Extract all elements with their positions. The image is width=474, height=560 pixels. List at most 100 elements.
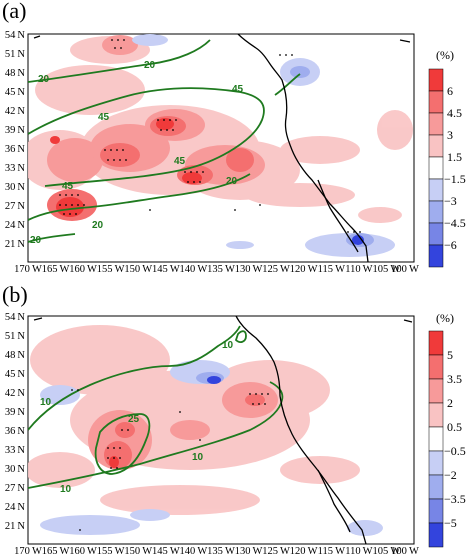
colorbar-b-unit: (%) <box>436 311 454 325</box>
contour-lines-b <box>28 325 284 489</box>
contour-labels-b: 10 10 25 10 10 <box>40 340 234 495</box>
lat-label: 24 N <box>4 502 25 513</box>
lon-label: 150 W <box>124 264 153 275</box>
lon-label: 145 W <box>152 264 180 275</box>
lon-label: 115 W <box>317 264 345 275</box>
baja-coast-b <box>317 469 351 533</box>
significance-dots-a <box>59 39 361 233</box>
colorbar-a-unit: (%) <box>436 48 454 62</box>
lat-label: 30 N <box>4 182 25 193</box>
colorbar-a-tick: 3 <box>447 128 453 142</box>
colorbar-a-tick: −6 <box>444 238 457 252</box>
lon-label: 100 W <box>391 546 419 557</box>
contour-label: 10 <box>60 484 72 495</box>
colorbar-b-tick: −0.5 <box>444 444 466 458</box>
lat-label: 51 N <box>4 49 25 60</box>
colorbar-a <box>428 68 444 268</box>
lon-label: 145 W <box>152 546 180 557</box>
lon-label: 110 W <box>345 264 373 275</box>
lat-label: 33 N <box>4 163 25 174</box>
lat-label: 39 N <box>4 125 25 136</box>
lat-label: 54 N <box>4 30 25 41</box>
coastline-b <box>235 316 367 544</box>
lat-label: 21 N <box>4 521 25 532</box>
contour-label: 20 <box>144 60 156 71</box>
lon-label: 155 W <box>96 546 125 557</box>
lat-label: 27 N <box>4 201 25 212</box>
lat-label: 21 N <box>4 239 25 250</box>
lat-label: 24 N <box>4 220 25 231</box>
contour-label: 20 <box>30 235 42 246</box>
lon-label: 165 W <box>41 546 70 557</box>
colorbar-b-tick: 0.5 <box>447 420 462 434</box>
colorbar-b <box>428 330 444 548</box>
lat-label: 51 N <box>4 331 25 342</box>
lon-label: 125 W <box>262 264 290 275</box>
colorbar-a-tick: 1.5 <box>447 150 462 164</box>
colorbar-b-tick: 3.5 <box>447 372 462 386</box>
contour-label: 20 <box>92 220 104 231</box>
lon-label: 170 W <box>14 546 42 557</box>
contour-label: 45 <box>232 84 244 95</box>
lon-label: 160 W <box>69 546 97 557</box>
contour-label: 45 <box>174 156 186 167</box>
lon-label: 120 W <box>289 546 318 557</box>
lon-label: 170 W <box>14 264 42 275</box>
contour-label: 25 <box>128 414 140 425</box>
lat-label: 39 N <box>4 407 25 418</box>
lat-label: 33 N <box>4 445 25 456</box>
baja-coast-a <box>317 179 359 253</box>
lon-label: 110 W <box>345 546 373 557</box>
colorbar-a-tick: −3 <box>444 194 457 208</box>
lon-label: 130 W <box>234 546 263 557</box>
contour-labels-a: 20 20 45 45 45 45 20 20 20 <box>30 60 244 246</box>
lon-label: 130 W <box>234 264 263 275</box>
lon-label: 120 W <box>289 264 318 275</box>
significance-dots-b <box>71 389 269 531</box>
lat-label: 30 N <box>4 464 25 475</box>
lon-label: 100 W <box>391 264 419 275</box>
colorbar-a-tick: 4.5 <box>447 106 462 120</box>
lon-label: 165 W <box>41 264 70 275</box>
map-panel-b: 10 10 25 10 10 <box>27 315 415 545</box>
lat-label: 42 N <box>4 388 25 399</box>
colorbar-b-tick: −5 <box>444 516 457 530</box>
lon-label: 135 W <box>207 264 235 275</box>
lat-label: 48 N <box>4 350 25 361</box>
contour-label: 20 <box>38 74 50 85</box>
coastline-a <box>237 34 369 262</box>
lon-label: 125 W <box>262 546 290 557</box>
map-panel-a: 20 20 45 45 45 45 20 20 20 <box>27 33 415 263</box>
lon-label: 140 W <box>179 264 208 275</box>
lon-label: 150 W <box>124 546 153 557</box>
colorbar-a-tick: 6 <box>447 84 453 98</box>
lat-label: 45 N <box>4 369 25 380</box>
contour-lines-a <box>28 39 301 243</box>
panel-a-label: (a) <box>2 0 27 23</box>
lon-label: 140 W <box>179 546 208 557</box>
lon-label: 160 W <box>69 264 97 275</box>
contour-label: 45 <box>98 112 110 123</box>
colorbar-b-tick: 2 <box>447 396 453 410</box>
colorbar-a-tick: −4.5 <box>444 216 466 230</box>
lon-label: 155 W <box>96 264 125 275</box>
lon-label: 105 W <box>372 546 401 557</box>
lon-label: 115 W <box>317 546 345 557</box>
lat-label: 36 N <box>4 426 25 437</box>
contour-label: 10 <box>192 452 204 463</box>
colorbar-b-tick: −2 <box>444 468 457 482</box>
lat-label: 42 N <box>4 106 25 117</box>
panel-b-label: (b) <box>2 282 28 307</box>
lat-label: 27 N <box>4 483 25 494</box>
colorbar-b-tick: 5 <box>447 348 453 362</box>
lon-label: 105 W <box>372 264 401 275</box>
lat-label: 36 N <box>4 144 25 155</box>
lat-label: 54 N <box>4 312 25 323</box>
lat-label: 45 N <box>4 87 25 98</box>
contour-label: 10 <box>40 397 52 408</box>
contour-label: 45 <box>62 181 74 192</box>
colorbar-b-tick: −3.5 <box>444 492 466 506</box>
colorbar-a-tick: −1.5 <box>444 172 466 186</box>
contour-label: 20 <box>226 176 238 187</box>
